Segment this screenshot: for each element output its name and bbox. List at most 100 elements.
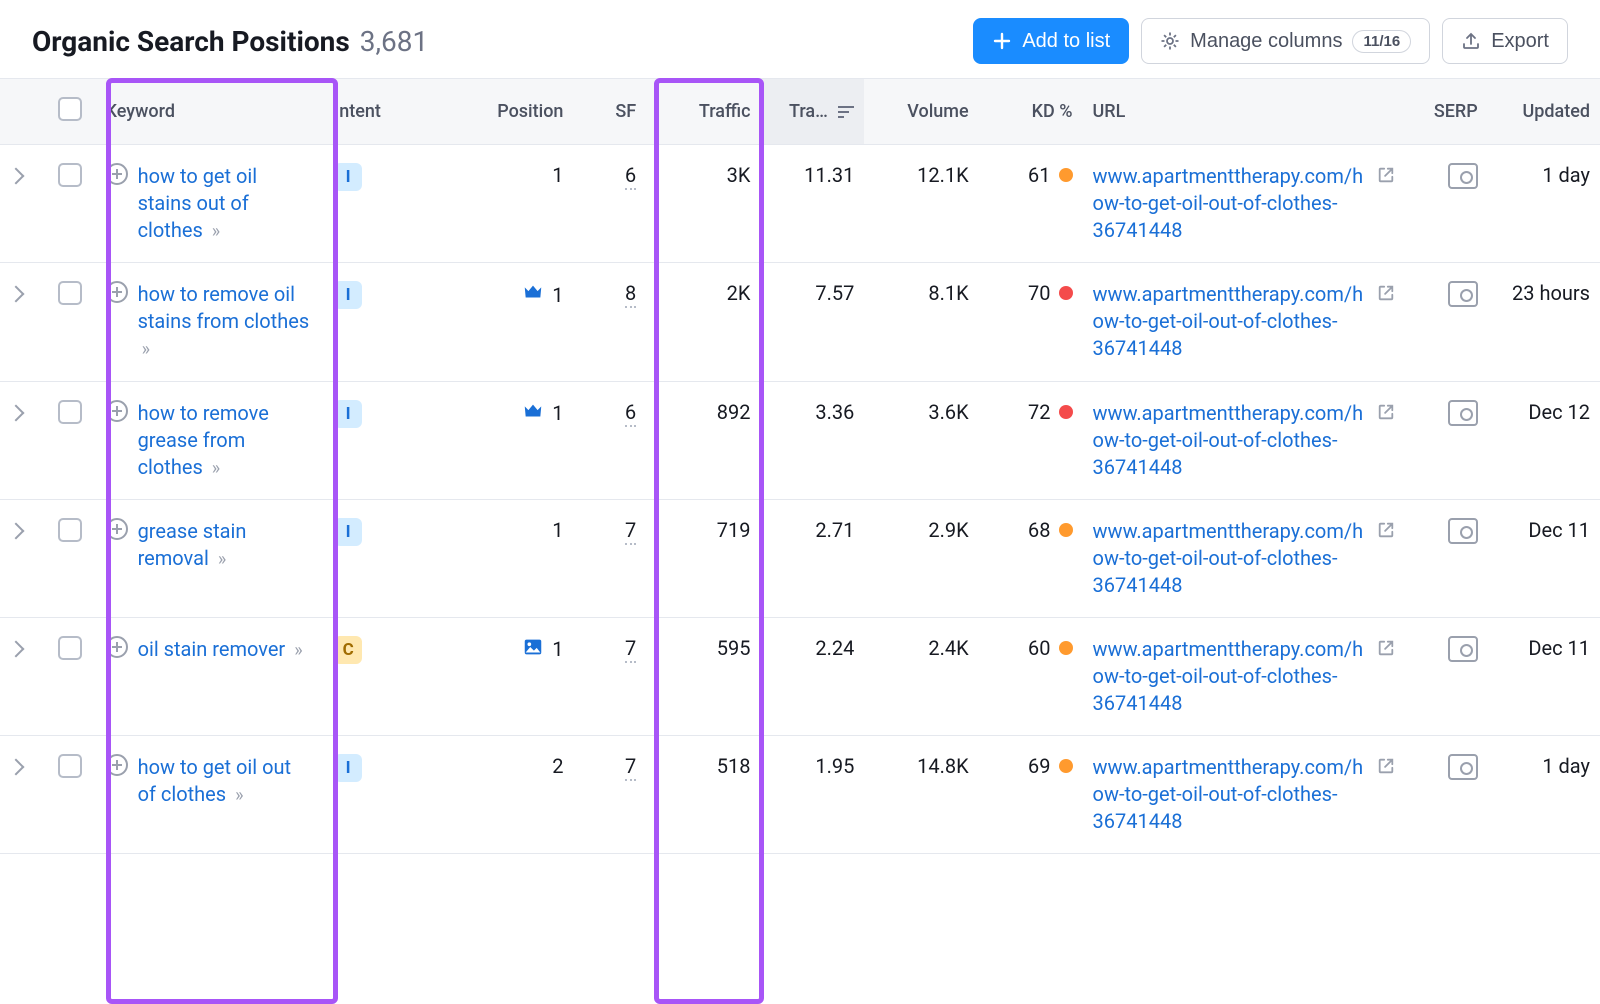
sf-cell[interactable]: 7: [573, 735, 646, 853]
col-checkbox[interactable]: [48, 79, 96, 145]
updated-cell: Dec 12: [1488, 381, 1600, 499]
traffic-share-cell: 3.36: [760, 381, 864, 499]
external-link-icon[interactable]: [1377, 756, 1395, 780]
chevrons-icon: »: [235, 785, 243, 806]
checkbox-cell[interactable]: [48, 735, 96, 853]
add-keyword-icon[interactable]: [106, 754, 128, 776]
manage-columns-button[interactable]: Manage columns 11/16: [1141, 18, 1430, 64]
url-link[interactable]: www.apartmenttherapy.com/how-to-get-oil-…: [1093, 518, 1369, 599]
external-link-icon[interactable]: [1377, 165, 1395, 189]
position-value: 2: [552, 754, 563, 778]
url-link[interactable]: www.apartmenttherapy.com/how-to-get-oil-…: [1093, 400, 1369, 481]
serp-snapshot-icon[interactable]: [1448, 163, 1478, 189]
col-serp[interactable]: SERP: [1405, 79, 1488, 145]
url-cell: www.apartmenttherapy.com/how-to-get-oil-…: [1083, 617, 1405, 735]
sf-cell[interactable]: 7: [573, 617, 646, 735]
sf-cell[interactable]: 8: [573, 263, 646, 381]
serp-cell[interactable]: [1405, 499, 1488, 617]
volume-cell: 8.1K: [864, 263, 978, 381]
col-kd[interactable]: KD %: [979, 79, 1083, 145]
chevron-right-icon: [8, 286, 25, 303]
external-link-icon[interactable]: [1377, 283, 1395, 307]
row-checkbox[interactable]: [58, 163, 82, 187]
chevron-right-icon: [8, 758, 25, 775]
col-volume[interactable]: Volume: [864, 79, 978, 145]
traffic-cell: 719: [646, 499, 760, 617]
col-intent[interactable]: Intent: [324, 79, 449, 145]
expand-cell[interactable]: [0, 735, 48, 853]
external-link-icon[interactable]: [1377, 638, 1395, 662]
url-link[interactable]: www.apartmenttherapy.com/how-to-get-oil-…: [1093, 163, 1369, 244]
keyword-link[interactable]: oil stain remover »: [138, 636, 303, 663]
kd-value: 72: [1028, 400, 1050, 424]
checkbox-cell[interactable]: [48, 499, 96, 617]
row-checkbox[interactable]: [58, 754, 82, 778]
col-url[interactable]: URL: [1083, 79, 1405, 145]
expand-cell[interactable]: [0, 381, 48, 499]
kd-value: 60: [1028, 636, 1050, 660]
serp-cell[interactable]: [1405, 381, 1488, 499]
add-to-list-button[interactable]: Add to list: [973, 18, 1129, 64]
checkbox-cell[interactable]: [48, 263, 96, 381]
serp-cell[interactable]: [1405, 735, 1488, 853]
checkbox-cell[interactable]: [48, 145, 96, 263]
keyword-cell: how to remove oil stains from clothes »: [96, 263, 325, 381]
sf-cell[interactable]: 7: [573, 499, 646, 617]
keyword-link[interactable]: how to remove oil stains from clothes »: [138, 281, 315, 362]
url-cell: www.apartmenttherapy.com/how-to-get-oil-…: [1083, 263, 1405, 381]
serp-snapshot-icon[interactable]: [1448, 281, 1478, 307]
add-keyword-icon[interactable]: [106, 400, 128, 422]
add-keyword-icon[interactable]: [106, 518, 128, 540]
col-position[interactable]: Position: [449, 79, 574, 145]
crown-icon: [522, 400, 544, 427]
chevrons-icon: »: [218, 549, 226, 570]
serp-snapshot-icon[interactable]: [1448, 400, 1478, 426]
expand-cell[interactable]: [0, 499, 48, 617]
url-link[interactable]: www.apartmenttherapy.com/how-to-get-oil-…: [1093, 636, 1369, 717]
keyword-cell: how to remove grease from clothes »: [96, 381, 325, 499]
expand-cell[interactable]: [0, 617, 48, 735]
row-checkbox[interactable]: [58, 518, 82, 542]
checkbox-cell[interactable]: [48, 617, 96, 735]
serp-snapshot-icon[interactable]: [1448, 636, 1478, 662]
col-updated[interactable]: Updated: [1488, 79, 1600, 145]
keyword-link[interactable]: how to remove grease from clothes »: [138, 400, 315, 481]
row-checkbox[interactable]: [58, 636, 82, 660]
keyword-link[interactable]: grease stain removal »: [138, 518, 315, 572]
add-keyword-icon[interactable]: [106, 636, 128, 658]
keyword-link[interactable]: how to get oil out of clothes »: [138, 754, 315, 808]
row-checkbox[interactable]: [58, 400, 82, 424]
position-cell: 1: [449, 381, 574, 499]
crown-icon: [522, 281, 544, 308]
expand-cell[interactable]: [0, 145, 48, 263]
export-button[interactable]: Export: [1442, 18, 1568, 64]
serp-cell[interactable]: [1405, 263, 1488, 381]
external-link-icon[interactable]: [1377, 520, 1395, 544]
url-link[interactable]: www.apartmenttherapy.com/how-to-get-oil-…: [1093, 281, 1369, 362]
checkbox-cell[interactable]: [48, 381, 96, 499]
url-cell: www.apartmenttherapy.com/how-to-get-oil-…: [1083, 735, 1405, 853]
col-traffic-share[interactable]: Tra…: [760, 79, 864, 145]
serp-cell[interactable]: [1405, 145, 1488, 263]
col-traffic[interactable]: Traffic: [646, 79, 760, 145]
sf-cell[interactable]: 6: [573, 381, 646, 499]
col-keyword[interactable]: Keyword: [96, 79, 325, 145]
keyword-cell: how to get oil out of clothes »: [96, 735, 325, 853]
kd-cell: 60: [979, 617, 1083, 735]
col-sf[interactable]: SF: [573, 79, 646, 145]
serp-cell[interactable]: [1405, 617, 1488, 735]
keyword-link[interactable]: how to get oil stains out of clothes »: [138, 163, 315, 244]
add-keyword-icon[interactable]: [106, 163, 128, 185]
select-all-checkbox[interactable]: [58, 97, 82, 121]
serp-snapshot-icon[interactable]: [1448, 518, 1478, 544]
sf-cell[interactable]: 6: [573, 145, 646, 263]
updated-cell: Dec 11: [1488, 617, 1600, 735]
external-link-icon[interactable]: [1377, 402, 1395, 426]
row-checkbox[interactable]: [58, 281, 82, 305]
url-link[interactable]: www.apartmenttherapy.com/how-to-get-oil-…: [1093, 754, 1369, 835]
manage-columns-label: Manage columns: [1190, 30, 1342, 53]
expand-cell[interactable]: [0, 263, 48, 381]
sf-value: 8: [625, 281, 636, 308]
add-keyword-icon[interactable]: [106, 281, 128, 303]
serp-snapshot-icon[interactable]: [1448, 754, 1478, 780]
